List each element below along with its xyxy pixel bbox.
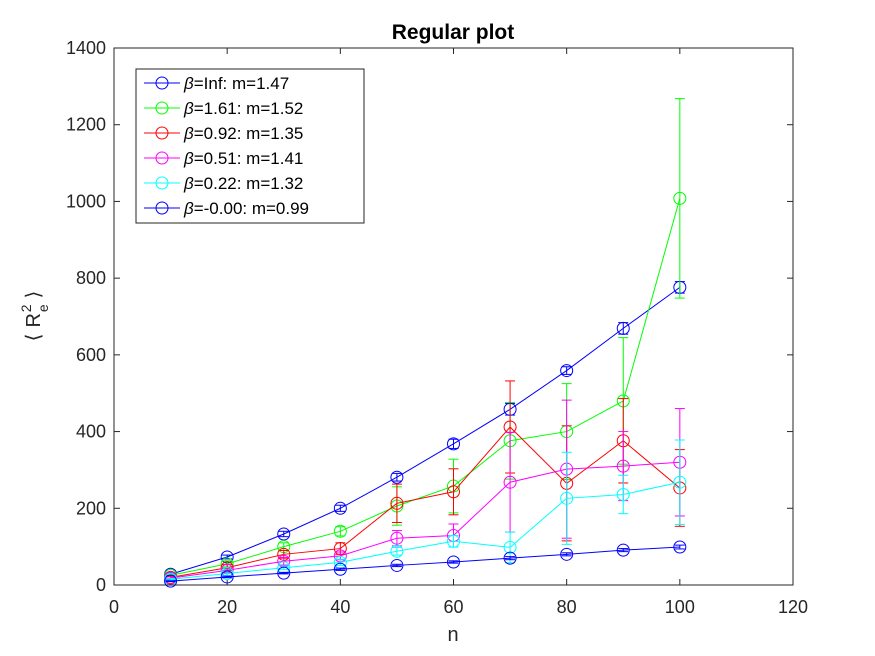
legend-item: β=1.61: m=1.52: [144, 99, 303, 118]
legend-label-text: =Inf: m=1.47: [194, 74, 289, 93]
data-point: [390, 531, 404, 545]
series-line: [170, 286, 681, 575]
y-axis-label-sub: e: [35, 304, 51, 312]
x-tick-label: 0: [109, 597, 119, 617]
y-axis-ticks: 0 200 400 600 800 1000 1200 1400: [66, 38, 793, 595]
y-tick-label: 1000: [66, 191, 106, 211]
data-point: [447, 534, 460, 548]
data-point: [447, 485, 460, 499]
legend-swatch-marker: [155, 176, 169, 190]
data-point: [503, 475, 517, 489]
legend-label-text: =0.92: m=1.35: [194, 124, 304, 143]
data-point: [164, 574, 178, 588]
legend-label: β=0.22: m=1.32: [183, 174, 303, 193]
legend-label-text: =-0.00: m=0.99: [194, 199, 309, 218]
data-point: [390, 544, 404, 558]
x-tick-label: 100: [665, 597, 695, 617]
legend-box: [135, 68, 365, 224]
x-axis-label: n: [447, 624, 458, 646]
data-point: [333, 524, 347, 538]
legend-swatch-marker: [155, 76, 169, 90]
x-tick-label: 120: [778, 597, 808, 617]
data-point: [560, 547, 574, 561]
y-tick-label: 0: [96, 575, 106, 595]
y-axis-label: ⟨ Re2 ⟩: [18, 291, 51, 342]
data-point: [560, 364, 574, 378]
data-point: [447, 555, 460, 569]
y-axis-label-close: ⟩: [23, 291, 45, 299]
x-tick-label: 60: [443, 597, 463, 617]
series-line: [170, 198, 681, 576]
data-point: [277, 566, 291, 580]
data-point: [616, 487, 630, 501]
legend-label: β=-0.00: m=0.99: [183, 199, 309, 218]
legend: β=Inf: m=1.47β=1.61: m=1.52β=0.92: m=1.3…: [135, 68, 365, 224]
data-point: [616, 543, 630, 557]
legend-item: β=-0.00: m=0.99: [144, 199, 309, 218]
y-axis-label-open: ⟨: [23, 334, 45, 342]
legend-swatch-marker: [155, 101, 169, 115]
data-point: [220, 570, 234, 584]
y-axis-label-base: R: [23, 313, 45, 327]
data-point: [673, 475, 687, 489]
x-tick-label: 40: [330, 597, 350, 617]
legend-label-text: =1.61: m=1.52: [194, 99, 304, 118]
series-line: [170, 546, 680, 582]
data-point: [503, 540, 517, 554]
legend-swatch-marker: [155, 201, 169, 215]
legend-item: β=0.22: m=1.32: [144, 174, 303, 193]
data-point: [673, 191, 687, 205]
legend-swatch-marker: [155, 151, 169, 165]
data-point: [220, 566, 234, 580]
chart-title: Regular plot: [392, 21, 515, 44]
series-line: [170, 481, 680, 580]
data-point: [333, 501, 347, 515]
y-tick-label: 1200: [66, 115, 106, 135]
series-line: [170, 461, 680, 579]
x-tick-label: 80: [557, 597, 577, 617]
data-point: [447, 437, 460, 451]
y-tick-label: 600: [76, 345, 106, 365]
legend-label: β=0.51: m=1.41: [183, 149, 303, 168]
data-point: [673, 540, 687, 554]
axes-box: [113, 47, 794, 586]
legend-label: β=1.61: m=1.52: [183, 99, 303, 118]
legend-item: β=Inf: m=1.47: [144, 74, 289, 93]
legend-beta-symbol: β: [183, 149, 194, 168]
legend-beta-symbol: β: [183, 74, 194, 93]
legend-beta-symbol: β: [183, 99, 194, 118]
series-4: [164, 439, 687, 586]
data-point: [560, 491, 574, 505]
legend-beta-symbol: β: [183, 124, 194, 143]
legend-label: β=Inf: m=1.47: [183, 74, 289, 93]
data-point: [503, 551, 517, 565]
legend-beta-symbol: β: [183, 199, 194, 218]
data-point: [390, 496, 404, 510]
y-tick-label: 200: [76, 498, 106, 518]
data-point: [277, 527, 291, 541]
legend-label-text: =0.22: m=1.32: [194, 174, 304, 193]
legend-beta-symbol: β: [183, 174, 194, 193]
legend-item: β=0.51: m=1.41: [144, 149, 303, 168]
data-point: [390, 558, 404, 572]
legend-swatch-marker: [155, 126, 169, 140]
legend-label: β=0.92: m=1.35: [183, 124, 303, 143]
y-tick-label: 800: [76, 268, 106, 288]
data-point: [616, 459, 630, 473]
series-layer: [164, 98, 687, 588]
y-tick-label: 1400: [66, 38, 106, 58]
legend-item: β=0.92: m=1.35: [144, 124, 303, 143]
x-axis-ticks: 0 20 40 60 80 100 120: [109, 48, 808, 617]
series-line: [170, 426, 681, 578]
y-axis-label-sup: 2: [18, 304, 34, 312]
y-tick-label: 400: [76, 422, 106, 442]
legend-label-text: =0.51: m=1.41: [194, 149, 304, 168]
svg-text:⟨Re2⟩: ⟨ Re2 ⟩: [18, 291, 51, 342]
data-point: [333, 562, 347, 576]
data-point: [616, 321, 630, 335]
data-point: [390, 470, 404, 484]
series-5: [164, 540, 687, 588]
x-tick-label: 20: [217, 597, 237, 617]
